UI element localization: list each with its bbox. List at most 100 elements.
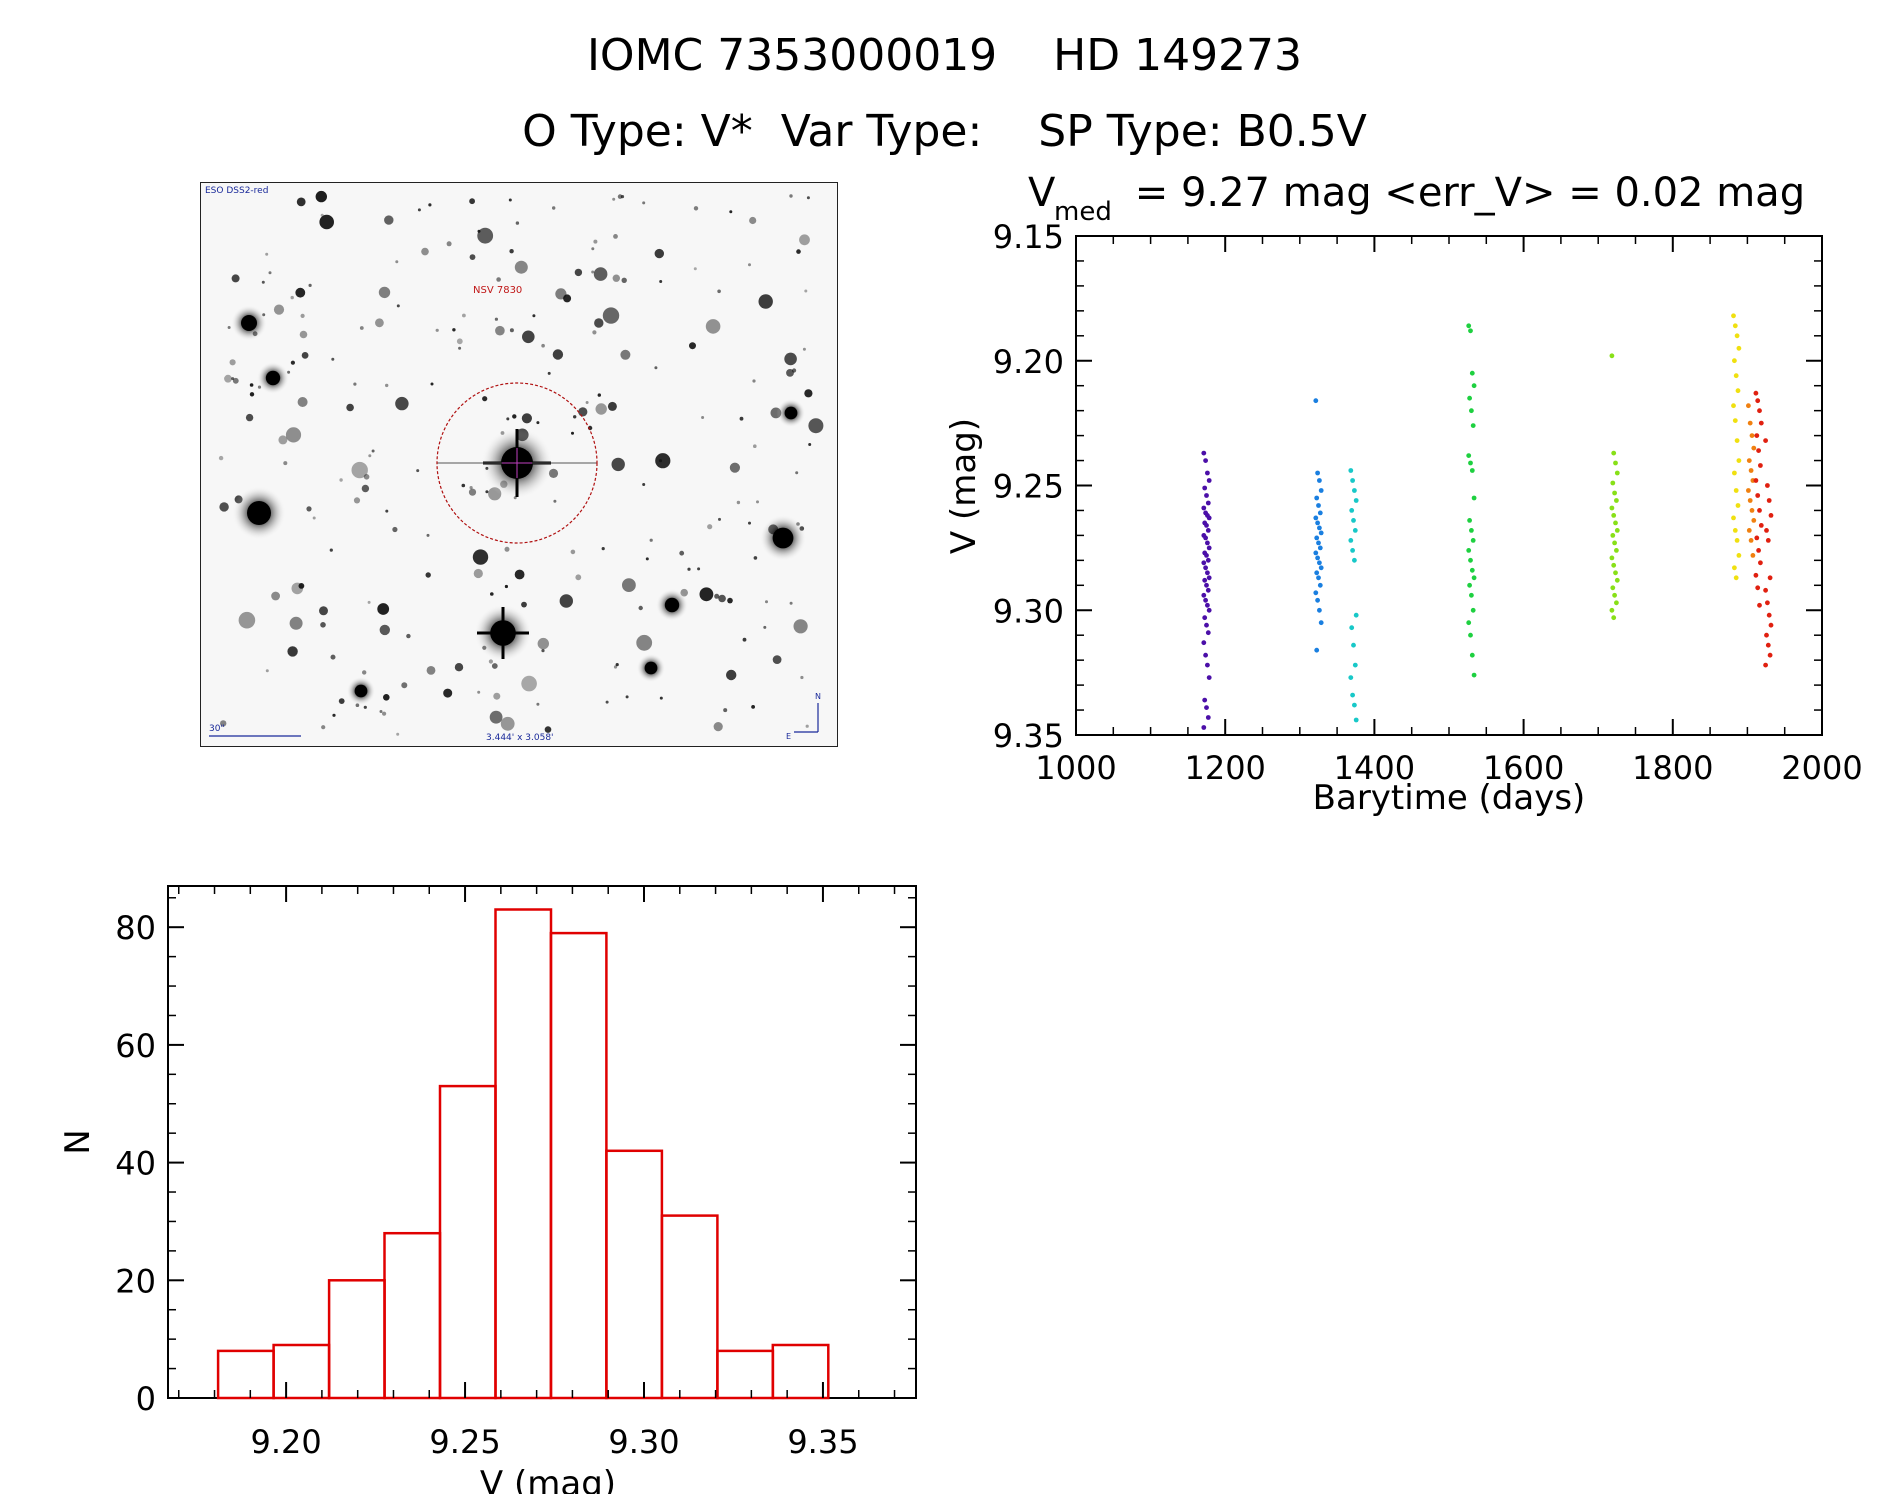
star xyxy=(295,287,306,298)
star xyxy=(611,457,625,472)
star xyxy=(541,343,545,348)
star xyxy=(261,280,265,284)
data-point xyxy=(1202,577,1208,583)
north-label: N xyxy=(815,692,821,701)
star xyxy=(795,471,799,475)
data-point xyxy=(1610,585,1616,591)
data-point xyxy=(1758,560,1763,566)
data-point xyxy=(1313,398,1319,404)
data-point xyxy=(1205,570,1210,576)
data-point xyxy=(1471,495,1477,501)
data-point xyxy=(1736,458,1742,463)
x-tick-label: 1200 xyxy=(1184,749,1265,787)
data-point xyxy=(1747,498,1753,503)
data-point xyxy=(1201,450,1207,456)
data-point xyxy=(1609,353,1615,359)
star xyxy=(469,198,475,205)
data-point xyxy=(1609,555,1615,561)
data-point xyxy=(1611,450,1617,456)
data-point xyxy=(1206,575,1212,581)
data-point xyxy=(1353,498,1359,503)
star xyxy=(329,548,333,552)
histogram-bar xyxy=(660,1214,719,1400)
data-point xyxy=(1611,615,1617,621)
bright-star xyxy=(265,370,281,386)
histogram-bar xyxy=(605,1149,664,1400)
star xyxy=(371,449,375,453)
data-point xyxy=(1768,513,1774,518)
star xyxy=(500,716,515,731)
data-point xyxy=(1352,557,1357,563)
data-point xyxy=(1612,540,1617,546)
data-point xyxy=(1610,533,1616,538)
star xyxy=(346,403,354,412)
data-point xyxy=(1318,565,1324,571)
data-point xyxy=(1732,528,1738,533)
data-point xyxy=(1468,328,1473,334)
star xyxy=(401,682,408,689)
x-tick-label: 1000 xyxy=(1035,749,1116,787)
data-point xyxy=(1468,632,1473,638)
star xyxy=(585,401,589,404)
data-point xyxy=(1316,575,1321,581)
data-point xyxy=(1353,717,1359,723)
histogram-ylabel: N xyxy=(58,1129,98,1154)
data-point xyxy=(1203,458,1208,463)
data-point xyxy=(1765,483,1770,488)
data-point xyxy=(1314,495,1320,501)
data-point xyxy=(1612,490,1617,496)
light-curve-axes: 1000 1200 1400 1600 1800 2000 9.15 9.20 9.25 9.30… xyxy=(993,218,1863,787)
histogram-bar xyxy=(716,1349,775,1400)
data-point xyxy=(1313,550,1319,556)
x-tick-label: 1400 xyxy=(1334,749,1415,787)
star xyxy=(752,379,756,383)
star xyxy=(570,549,576,555)
star xyxy=(306,506,312,512)
star xyxy=(396,732,400,736)
data-point xyxy=(1763,662,1768,668)
data-point xyxy=(1469,528,1474,533)
bright-star xyxy=(772,527,794,549)
star xyxy=(802,347,806,351)
data-point xyxy=(1736,553,1742,558)
star xyxy=(729,210,733,214)
star xyxy=(532,314,536,318)
star xyxy=(765,600,768,604)
data-point xyxy=(1746,528,1752,533)
light-curve-ylabel: V (mag) xyxy=(944,418,984,554)
star xyxy=(224,374,232,383)
data-point xyxy=(1469,592,1474,598)
star xyxy=(573,415,577,419)
star xyxy=(289,616,303,630)
star xyxy=(659,280,663,283)
data-point xyxy=(1733,488,1739,493)
star xyxy=(231,377,235,381)
target-label: NSV 7830 xyxy=(473,285,522,296)
star xyxy=(613,234,618,239)
star xyxy=(392,526,398,533)
star xyxy=(367,600,371,604)
star xyxy=(515,221,520,225)
star xyxy=(273,304,285,315)
data-point xyxy=(1467,395,1472,401)
data-point xyxy=(1468,557,1473,563)
bright-star xyxy=(784,406,798,420)
data-point xyxy=(1753,478,1759,483)
data-point xyxy=(1317,545,1323,551)
data-point xyxy=(1349,625,1355,631)
x-tick-label: 9.20 xyxy=(250,1423,321,1461)
data-point xyxy=(1768,622,1774,628)
star xyxy=(547,371,551,375)
data-point xyxy=(1733,575,1739,581)
star xyxy=(493,692,501,700)
data-point xyxy=(1756,448,1761,453)
star xyxy=(298,583,305,589)
data-point xyxy=(1203,652,1208,658)
star xyxy=(617,194,623,199)
data-point xyxy=(1469,652,1475,658)
data-point xyxy=(1766,498,1772,503)
data-point xyxy=(1352,528,1358,533)
star xyxy=(786,369,794,377)
data-point xyxy=(1204,622,1209,628)
fov-label: 3.444' x 3.058' xyxy=(486,733,554,743)
